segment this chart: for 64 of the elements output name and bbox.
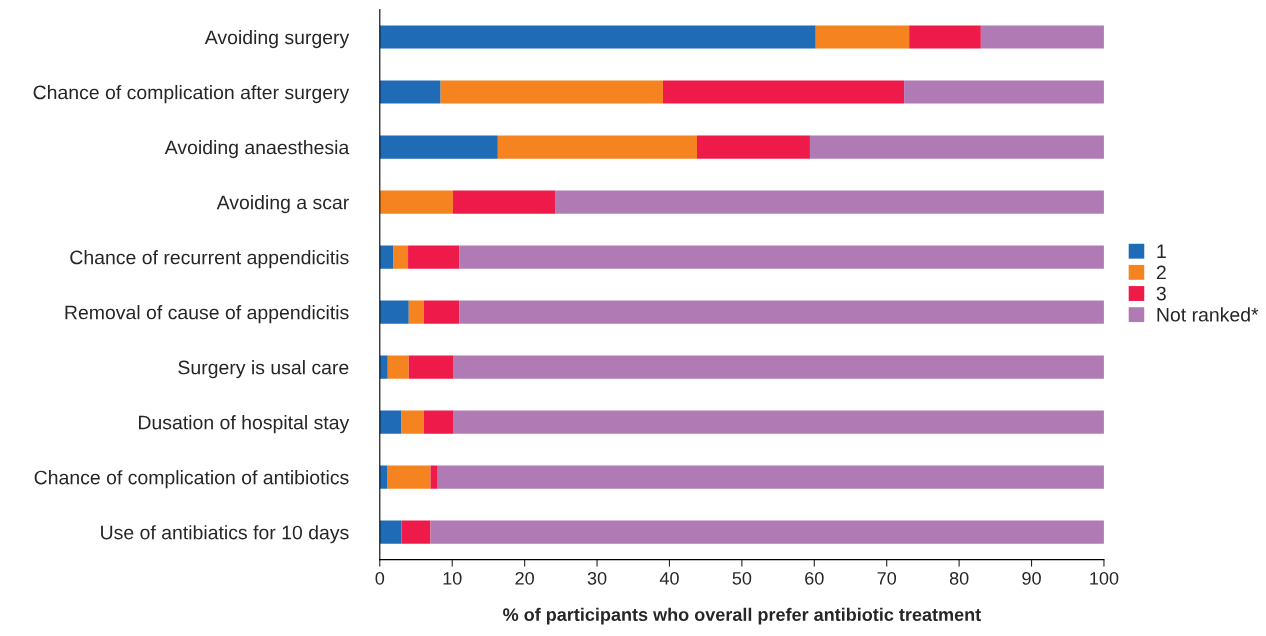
bar <box>815 25 910 49</box>
bar <box>379 355 388 379</box>
bar <box>437 465 1104 489</box>
bar <box>379 135 498 159</box>
bar <box>379 190 453 214</box>
bar <box>453 355 1104 379</box>
bar <box>430 520 1104 544</box>
y-tick-label: Use of antibiatics for 10 days <box>101 525 349 544</box>
bar <box>555 190 1104 214</box>
bar <box>453 410 1104 434</box>
bar <box>379 520 402 544</box>
bar <box>379 25 816 49</box>
x-tick-label: 100 <box>1090 571 1119 585</box>
bar <box>980 25 1104 49</box>
x-tick-label: 90 <box>1022 571 1041 585</box>
y-tick-label: Chance of complication of antibiotics <box>34 470 349 489</box>
bar <box>459 245 1104 269</box>
y-tick-label: Dusation of hospital stay <box>139 415 350 434</box>
x-tick-label: 10 <box>443 571 462 585</box>
bar <box>401 520 431 544</box>
bar <box>379 245 394 269</box>
bar <box>379 410 402 434</box>
legend-label: 1 <box>1157 244 1166 258</box>
x-tick-label: 30 <box>587 571 607 585</box>
x-tick-label: 0 <box>375 571 385 585</box>
bar <box>423 410 454 434</box>
bar <box>497 135 697 159</box>
bar <box>379 465 388 489</box>
y-tick-label: Avoiding a scar <box>216 195 349 214</box>
y-tick-label: Avoiding surgery <box>204 30 350 49</box>
x-tick-label: 70 <box>877 571 897 585</box>
bar <box>393 245 409 269</box>
x-tick-label: 20 <box>515 571 534 585</box>
y-tick-label: Removal of cause of appendicitis <box>65 305 349 324</box>
bar <box>408 355 454 379</box>
y-tick-label: Surgery is usal care <box>178 360 349 379</box>
bar <box>452 190 556 214</box>
bar <box>408 245 460 269</box>
bar <box>379 80 441 104</box>
x-tick-label: 60 <box>805 571 824 585</box>
legend-label: 3 <box>1156 286 1166 301</box>
x-tick-label: 40 <box>659 571 679 585</box>
y-tick-label: Chance of complication after surgery <box>33 85 350 104</box>
bar <box>440 80 663 104</box>
legend-label: 2 <box>1156 265 1166 280</box>
y-tick-label: Chance of recurrent appendicitis <box>70 250 349 269</box>
legend-label: Not ranked* <box>1157 307 1259 322</box>
bar <box>909 25 981 49</box>
bar <box>662 80 905 104</box>
bar <box>387 465 431 489</box>
bar <box>459 300 1104 324</box>
x-axis-title: % of participants who overall prefer antibiotic treatment <box>503 607 981 625</box>
bar <box>387 355 409 379</box>
bar <box>696 135 810 159</box>
x-tick-label: 80 <box>949 571 969 585</box>
bar <box>423 300 460 324</box>
bar <box>401 410 424 434</box>
bar <box>430 465 438 489</box>
y-tick-label: Avoiding anaesthesia <box>164 140 350 159</box>
x-tick-label: 50 <box>732 571 752 585</box>
bar <box>408 300 424 324</box>
bar <box>379 300 409 324</box>
bar <box>809 135 1104 159</box>
bar <box>904 80 1104 104</box>
